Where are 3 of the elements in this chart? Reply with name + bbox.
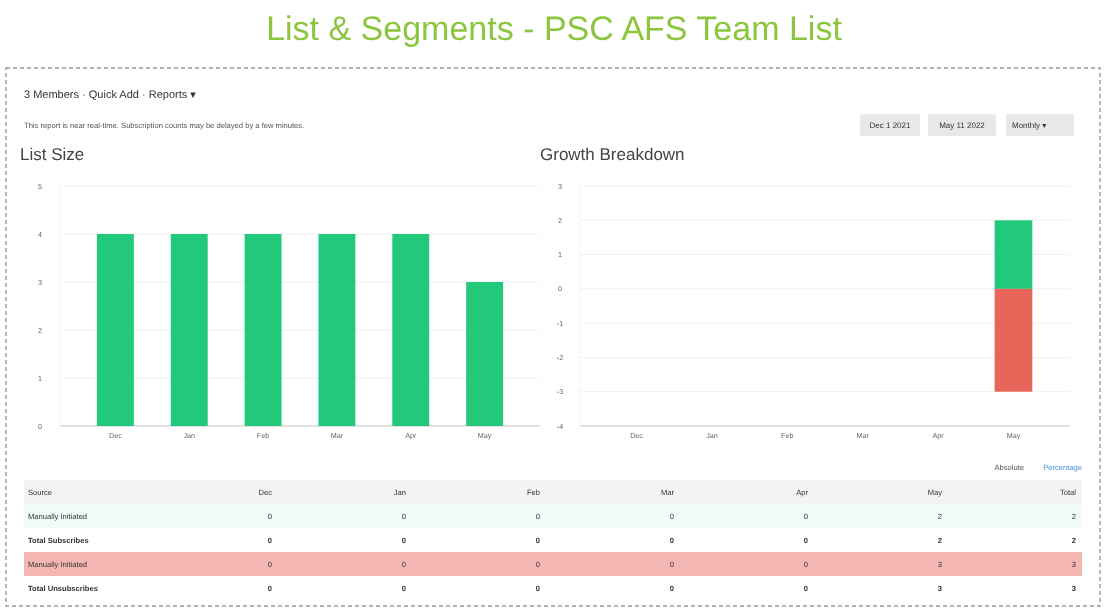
chart-title: Growth Breakdown xyxy=(540,144,686,164)
chart-title: List Size xyxy=(20,144,85,164)
text: List & Segments - PSC AFS Team List xyxy=(266,10,843,48)
